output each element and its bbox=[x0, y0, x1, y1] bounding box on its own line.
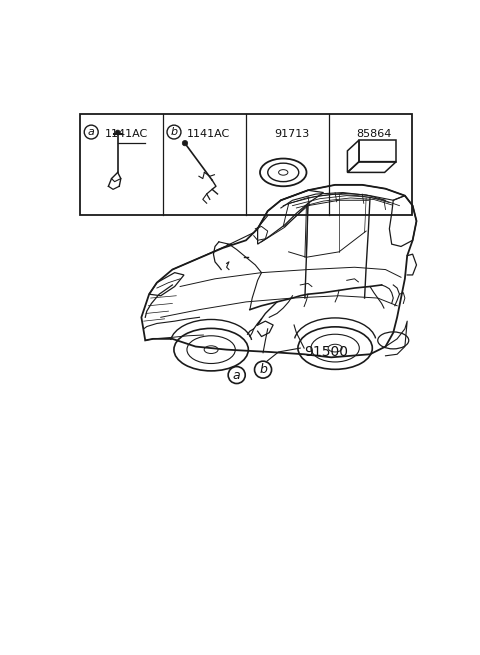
Text: a: a bbox=[233, 369, 240, 382]
Text: 91713: 91713 bbox=[274, 129, 309, 139]
Ellipse shape bbox=[115, 130, 120, 135]
Bar bbox=[81, 114, 411, 215]
Text: 85864: 85864 bbox=[357, 129, 392, 139]
Text: b: b bbox=[170, 127, 178, 137]
Ellipse shape bbox=[182, 140, 188, 146]
Text: 1141AC: 1141AC bbox=[104, 129, 148, 139]
Text: 1141AC: 1141AC bbox=[187, 129, 230, 139]
Text: a: a bbox=[88, 127, 95, 137]
Text: b: b bbox=[259, 363, 267, 376]
Text: 91500: 91500 bbox=[304, 345, 348, 359]
